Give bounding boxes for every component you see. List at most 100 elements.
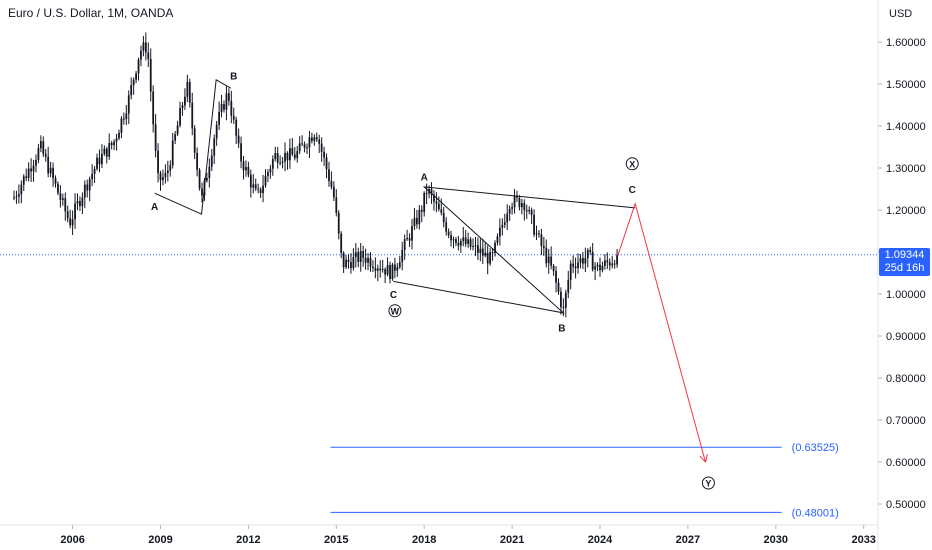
candle-body	[279, 162, 282, 164]
candle-body	[230, 100, 233, 116]
target-level-label: (0.63525)	[792, 442, 839, 454]
candle-body	[484, 252, 487, 256]
last-price-tag: 1.09344 25d 16h	[879, 248, 930, 276]
candle-body	[269, 168, 272, 173]
candle-body	[498, 227, 501, 237]
candle-body	[550, 256, 553, 266]
target-levels: (0.63525) (0.48001)	[330, 442, 839, 519]
wave-degree-circle	[701, 476, 715, 490]
candle-body	[596, 264, 599, 267]
candle-body	[232, 115, 235, 120]
candle-body	[127, 95, 130, 114]
candle-body	[25, 176, 28, 178]
candle-body	[506, 213, 509, 223]
candle-body	[464, 237, 467, 244]
candle-body	[589, 250, 592, 253]
candle-body	[166, 170, 169, 174]
candle-body	[262, 185, 264, 194]
projection-line	[617, 201, 706, 463]
wave-channel	[393, 186, 636, 314]
candle-body	[44, 153, 47, 157]
candle-body	[91, 173, 94, 180]
candle-body	[103, 148, 106, 154]
candle-body	[591, 252, 594, 270]
candle-body	[552, 265, 555, 272]
candle-body	[569, 263, 572, 280]
wave-degree-label: Y	[705, 479, 711, 489]
candle-body	[301, 143, 304, 145]
candle-body	[394, 264, 396, 271]
candle-body	[501, 224, 504, 228]
candle-body	[599, 264, 601, 271]
candle-body	[35, 159, 37, 166]
candle-body	[120, 118, 123, 133]
candle-body	[560, 291, 562, 308]
candle-body	[198, 169, 201, 189]
candle-body	[274, 153, 277, 160]
currency-label[interactable]: USD	[889, 8, 913, 20]
candle-body	[491, 252, 494, 254]
candle-body	[389, 265, 391, 279]
time-axis[interactable]: 2006 2009 2012 2015 2018 2021 2024 2027 2030 2033	[60, 525, 876, 546]
candle-body	[315, 137, 318, 140]
candle-body	[406, 238, 409, 240]
candle-body	[289, 148, 291, 161]
candle-body	[132, 79, 135, 86]
candle-body	[347, 259, 350, 263]
candle-body	[83, 184, 86, 198]
candle-body	[235, 119, 238, 136]
candle-body	[118, 132, 120, 139]
candle-body	[386, 265, 389, 275]
candle-body	[516, 195, 518, 198]
candle-body	[523, 203, 526, 211]
candle-body	[17, 194, 20, 197]
candle-body	[245, 166, 247, 171]
projection-path	[617, 201, 708, 464]
candle-body	[39, 141, 42, 149]
candle-body	[188, 81, 191, 103]
candle-body	[342, 252, 345, 268]
candle-body	[298, 143, 301, 152]
candle-body	[513, 195, 516, 208]
candle-body	[391, 264, 394, 279]
candle-body	[350, 262, 352, 269]
candle-body	[489, 252, 492, 264]
candle-body	[398, 262, 401, 268]
candle-body	[20, 184, 23, 195]
candle-body	[267, 172, 269, 176]
wave-degree-label: X	[629, 159, 635, 169]
price-tick-label: 0.70000	[886, 415, 926, 427]
candle-body	[574, 266, 577, 269]
candle-body	[137, 59, 140, 74]
candle-body	[306, 147, 308, 149]
time-tick-label: 2027	[676, 534, 700, 546]
candle-body	[259, 189, 262, 194]
candle-body	[557, 282, 560, 292]
candle-body	[303, 144, 306, 148]
candle-body	[450, 235, 452, 241]
candle-body	[367, 257, 369, 263]
candle-body	[213, 138, 216, 156]
candle-body	[98, 157, 101, 165]
candle-body	[318, 139, 321, 144]
candle-body	[332, 186, 335, 198]
candle-body	[93, 168, 96, 174]
candle-body	[481, 248, 484, 256]
candle-body	[122, 118, 125, 120]
wave-degree-label: W	[391, 306, 400, 316]
candle-body	[225, 93, 228, 110]
candle-body	[276, 153, 279, 163]
candle-body	[572, 263, 575, 267]
candle-body	[54, 178, 57, 184]
candle-body	[494, 242, 496, 253]
candle-body	[520, 203, 523, 208]
price-tick-label: 1.20000	[886, 205, 926, 217]
candle-body	[164, 173, 167, 178]
price-tick-label: 0.60000	[886, 457, 926, 469]
candle-body	[37, 148, 40, 160]
candle-body	[201, 188, 203, 196]
candle-body	[608, 262, 611, 266]
candle-body	[330, 181, 333, 187]
price-tick-label: 1.40000	[886, 121, 926, 133]
